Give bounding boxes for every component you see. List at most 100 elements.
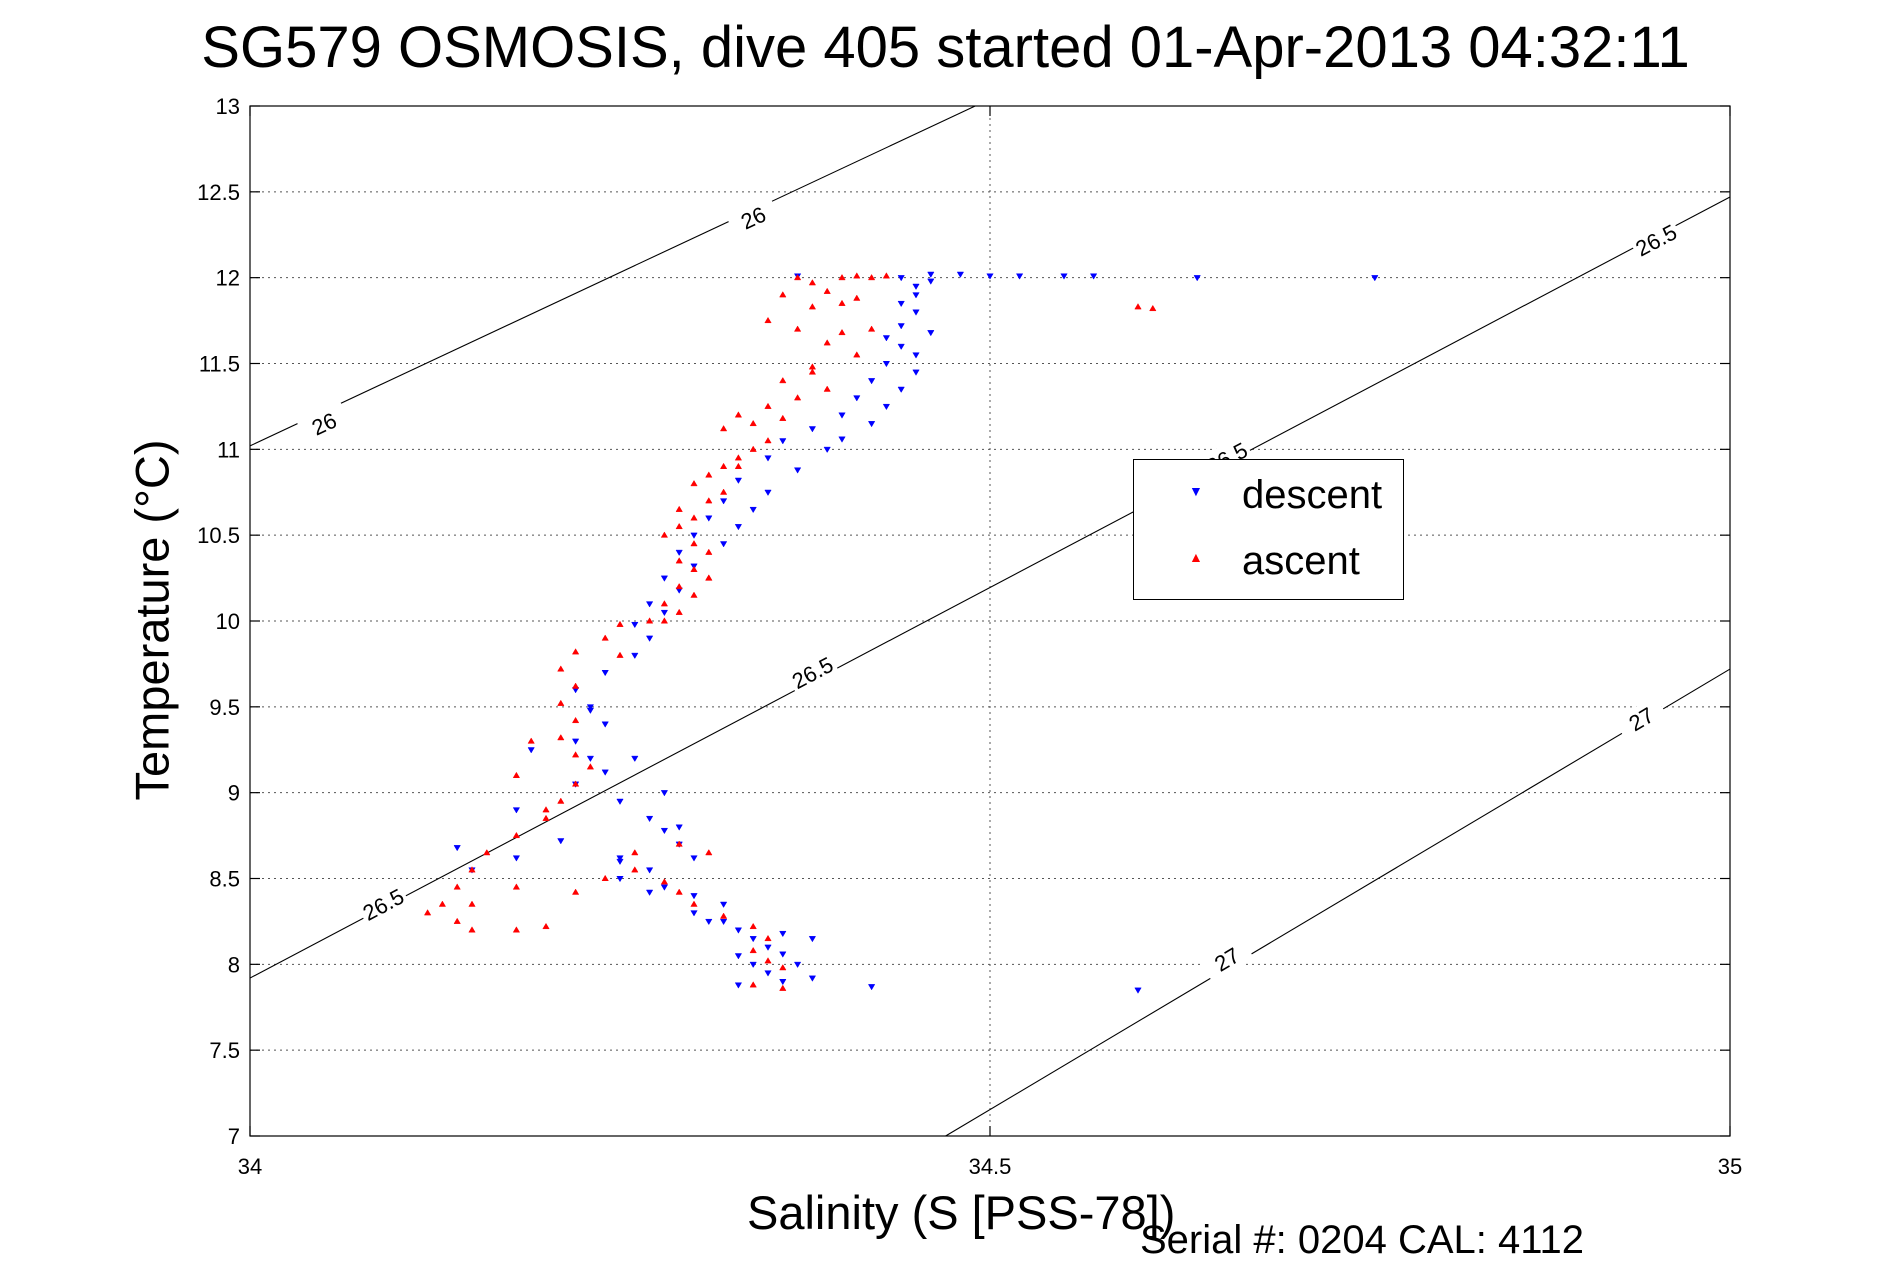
y-tick-label: 12.5 bbox=[197, 180, 240, 205]
data-point-ascent bbox=[764, 316, 772, 324]
data-point-descent bbox=[897, 323, 905, 330]
data-point-ascent bbox=[705, 497, 713, 504]
data-point-ascent bbox=[675, 522, 683, 530]
data-point-descent bbox=[631, 621, 639, 629]
data-point-ascent bbox=[793, 394, 802, 401]
data-point-descent bbox=[586, 704, 595, 711]
data-point-descent bbox=[927, 271, 935, 278]
data-point-ascent bbox=[690, 514, 698, 521]
data-point-descent bbox=[512, 855, 521, 862]
data-point-ascent bbox=[838, 328, 846, 336]
data-point-ascent bbox=[705, 548, 713, 555]
data-point-descent bbox=[719, 918, 728, 926]
data-point-ascent bbox=[705, 849, 713, 856]
legend-item-ascent: ▲ ascent bbox=[1134, 536, 1403, 596]
data-point-descent bbox=[764, 455, 772, 462]
data-point-descent bbox=[734, 524, 743, 531]
density-contour-label: 26.5 bbox=[355, 881, 411, 927]
y-tick-label: 10 bbox=[216, 609, 240, 634]
data-point-ascent bbox=[675, 888, 683, 895]
data-points bbox=[423, 271, 1379, 994]
data-point-ascent bbox=[867, 273, 876, 281]
density-contour-label: 26.5 bbox=[1628, 217, 1684, 263]
data-point-ascent bbox=[823, 385, 831, 392]
data-point-descent bbox=[867, 421, 876, 428]
data-point-descent bbox=[705, 918, 713, 926]
data-point-ascent bbox=[468, 866, 476, 873]
data-point-ascent bbox=[601, 634, 609, 641]
data-point-ascent bbox=[749, 981, 757, 988]
data-point-descent bbox=[705, 515, 713, 522]
data-point-descent bbox=[660, 884, 669, 891]
data-point-ascent bbox=[838, 273, 846, 281]
data-point-ascent bbox=[823, 287, 831, 294]
data-point-descent bbox=[808, 936, 817, 943]
data-point-descent bbox=[660, 790, 669, 797]
data-point-ascent bbox=[512, 883, 521, 890]
data-point-descent bbox=[616, 876, 624, 883]
data-point-ascent bbox=[808, 279, 817, 286]
x-tick-label: 34.5 bbox=[969, 1154, 1012, 1179]
data-point-ascent bbox=[1134, 303, 1142, 310]
data-point-descent bbox=[912, 369, 920, 376]
y-tick-label: 9.5 bbox=[209, 695, 240, 720]
data-point-ascent bbox=[1149, 304, 1157, 312]
data-point-descent bbox=[734, 477, 743, 484]
data-point-descent bbox=[1060, 273, 1068, 280]
data-point-descent bbox=[690, 532, 698, 539]
data-point-descent bbox=[734, 927, 743, 934]
data-point-descent bbox=[853, 395, 861, 402]
data-point-descent bbox=[527, 747, 535, 754]
data-point-ascent bbox=[675, 557, 683, 564]
contour-label-bg bbox=[1628, 217, 1684, 263]
y-tick-label: 9 bbox=[228, 781, 240, 806]
data-point-descent bbox=[645, 601, 654, 608]
y-tick-label: 13 bbox=[216, 94, 240, 119]
grid-layer bbox=[250, 106, 1730, 1136]
data-point-descent bbox=[897, 275, 905, 282]
data-point-ascent bbox=[557, 699, 565, 706]
data-point-descent bbox=[897, 386, 905, 393]
data-point-descent bbox=[897, 300, 905, 308]
data-point-ascent bbox=[779, 964, 787, 971]
data-point-descent bbox=[616, 855, 624, 862]
data-point-descent bbox=[882, 361, 891, 368]
contour-label-bg bbox=[1613, 695, 1669, 743]
data-point-descent bbox=[956, 271, 965, 278]
y-tick-label: 8 bbox=[228, 952, 240, 977]
data-point-descent bbox=[808, 975, 817, 982]
tick-layer: 7 7.5 8 8.5 9 9.5 10 10.5 11 11.5 12 12.5 13 34 34.5 35 bbox=[197, 94, 1742, 1179]
density-contour-label: 26.5 bbox=[785, 649, 840, 696]
data-point-ascent bbox=[853, 272, 861, 279]
data-point-descent bbox=[838, 412, 846, 419]
data-point-descent bbox=[645, 889, 654, 896]
data-point-descent bbox=[616, 858, 624, 866]
legend-marker-descent: ▼ bbox=[1189, 483, 1203, 499]
data-point-ascent bbox=[660, 878, 669, 885]
data-point-ascent bbox=[468, 926, 476, 933]
data-point-ascent bbox=[631, 849, 639, 856]
data-point-ascent bbox=[793, 325, 802, 332]
data-point-descent bbox=[897, 343, 905, 351]
data-point-ascent bbox=[853, 294, 861, 301]
data-point-descent bbox=[512, 807, 521, 814]
data-point-descent bbox=[867, 984, 876, 991]
data-point-ascent bbox=[601, 874, 609, 881]
data-point-descent bbox=[986, 273, 994, 280]
data-point-descent bbox=[867, 378, 876, 385]
data-point-descent bbox=[690, 855, 698, 862]
y-axis-label: Temperature (°C) bbox=[125, 439, 179, 801]
legend-label-descent: descent bbox=[1242, 473, 1383, 517]
chart-title: SG579 OSMOSIS, dive 405 started 01-Apr-2… bbox=[201, 15, 1690, 80]
density-contour-line bbox=[249, 105, 976, 447]
y-tick-label: 11 bbox=[217, 437, 240, 462]
data-point-descent bbox=[1134, 987, 1142, 994]
data-point-ascent bbox=[764, 934, 772, 942]
data-point-ascent bbox=[571, 751, 580, 758]
legend-item-descent: ▼ descent bbox=[1134, 470, 1403, 530]
data-point-ascent bbox=[793, 273, 802, 281]
data-point-descent bbox=[645, 867, 654, 874]
data-point-ascent bbox=[483, 849, 491, 856]
contour-label-bg bbox=[785, 649, 840, 696]
data-point-descent bbox=[601, 721, 609, 728]
